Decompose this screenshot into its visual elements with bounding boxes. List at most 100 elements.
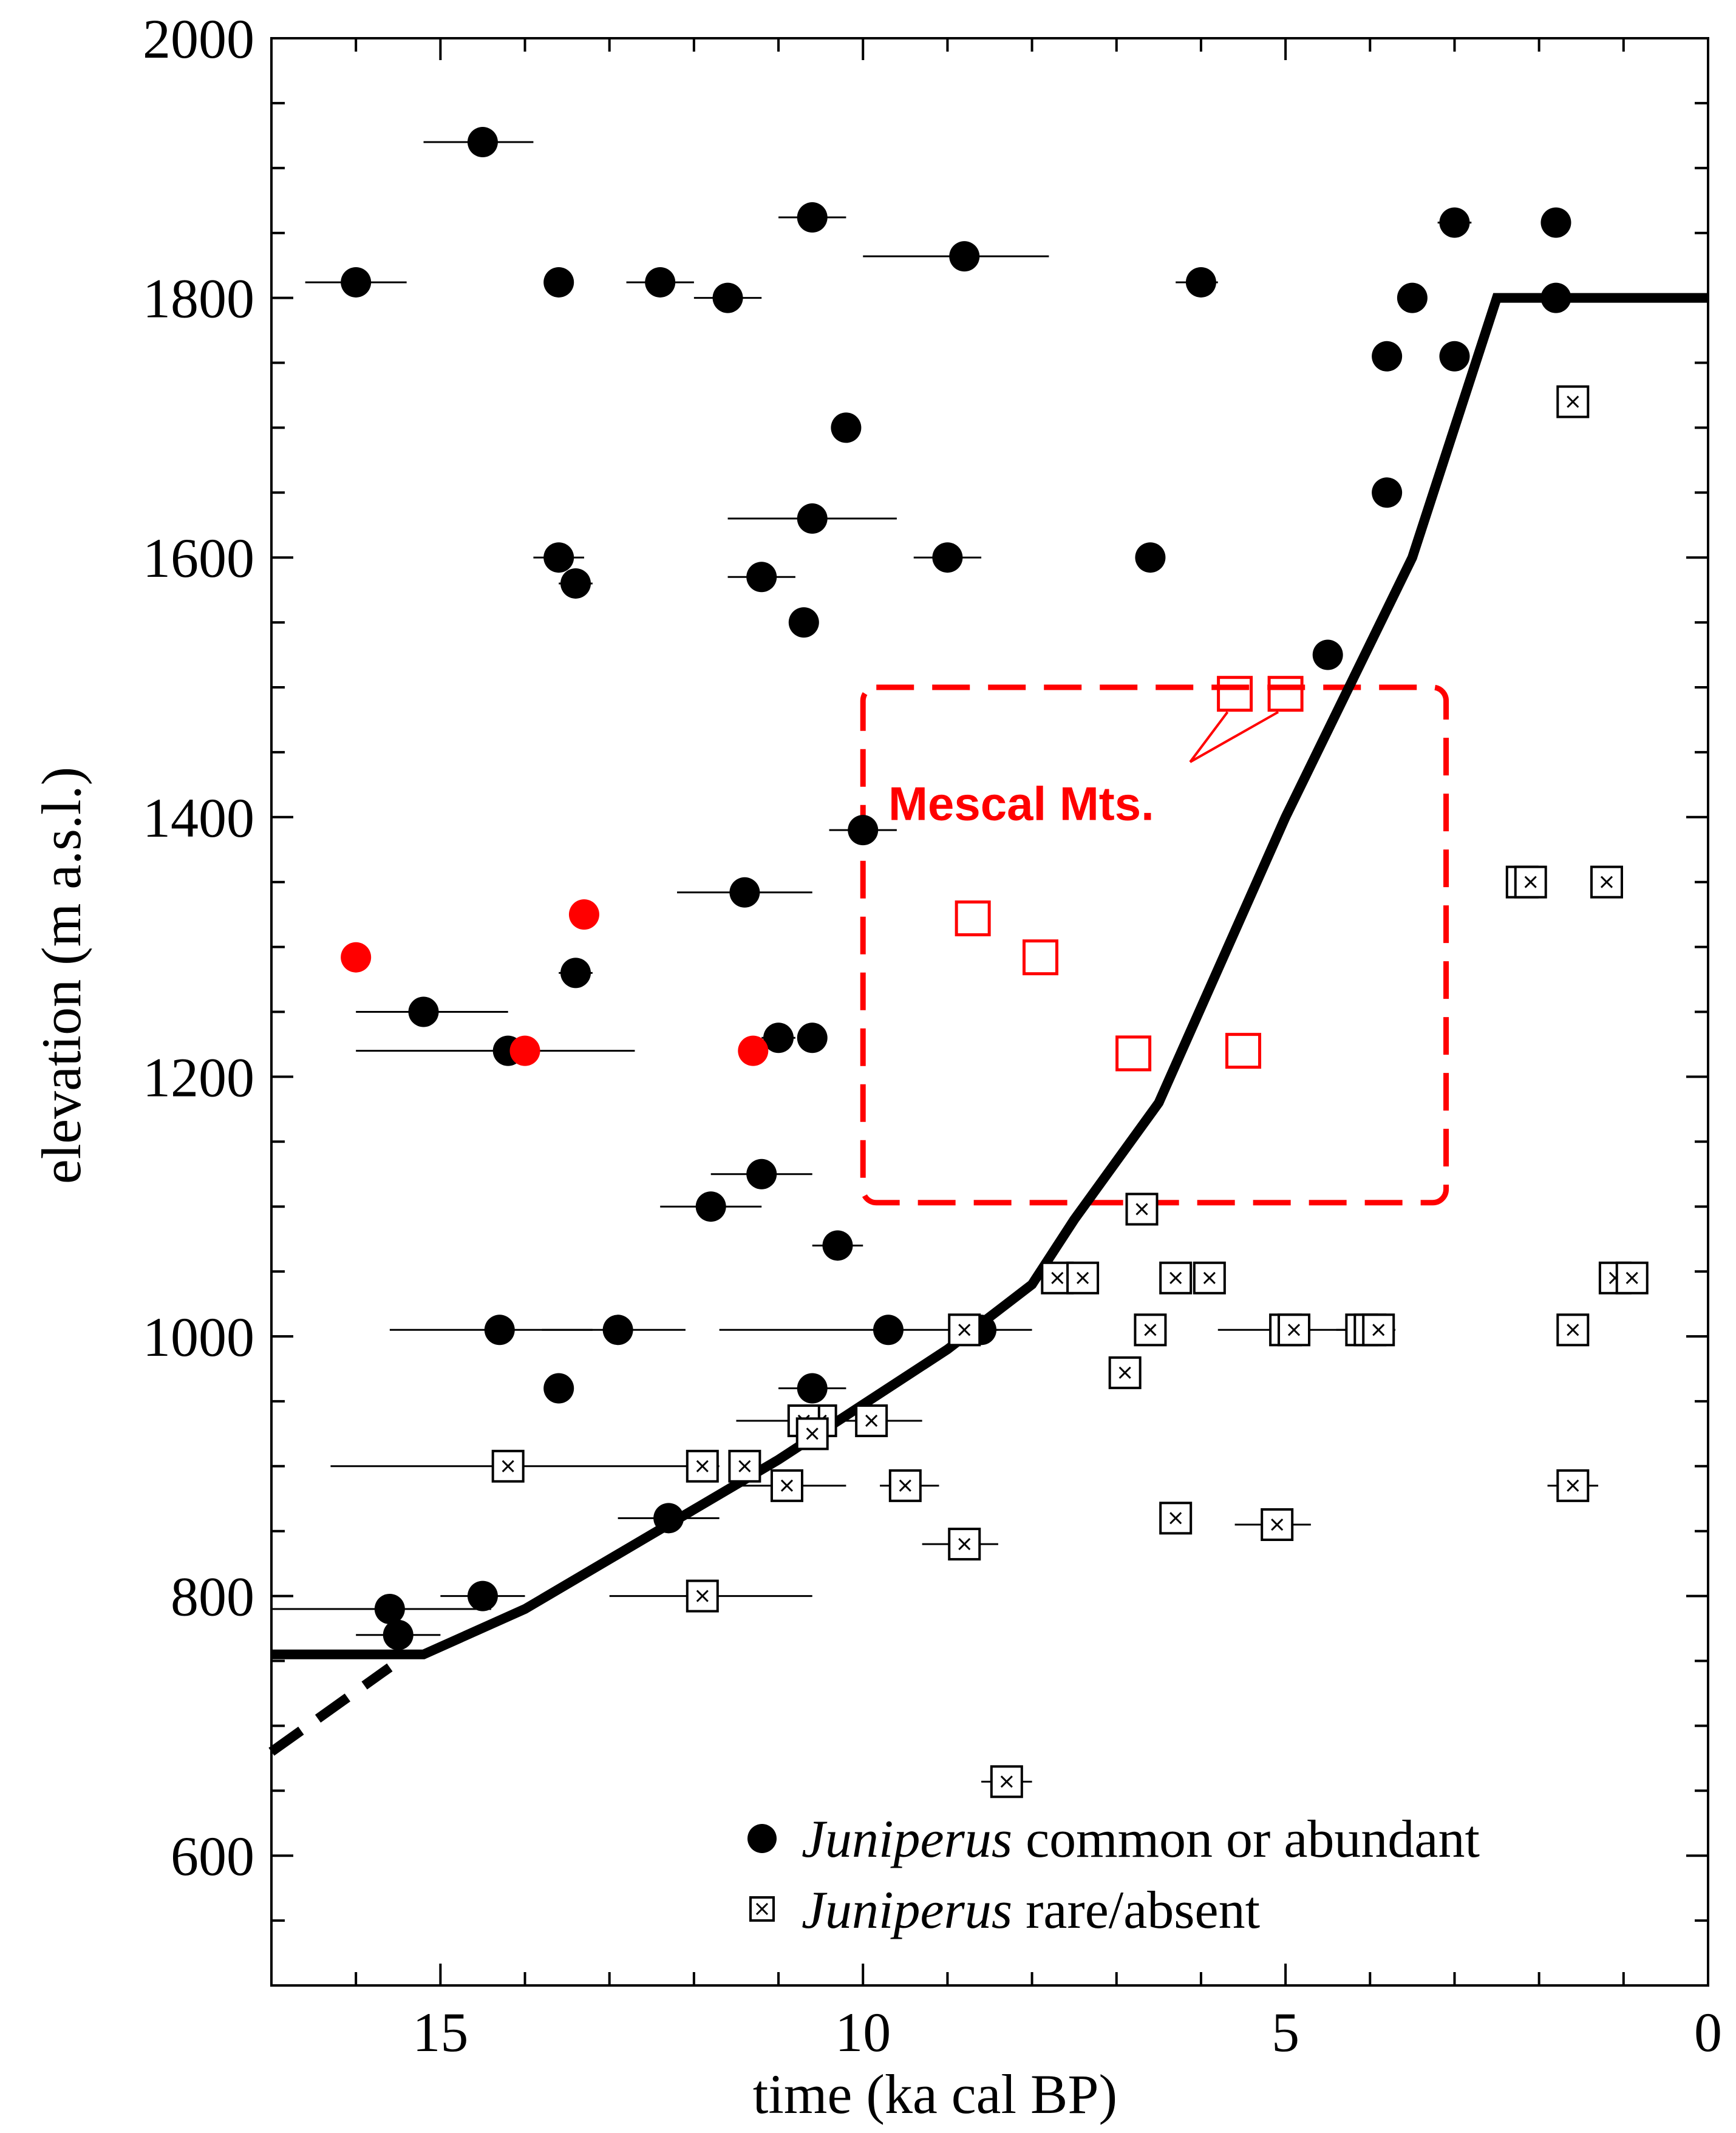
circle-point (746, 562, 777, 593)
legend-genus: Juniperus (802, 1881, 1012, 1940)
cross-stroke (1144, 1324, 1157, 1336)
circle-point (1439, 341, 1470, 372)
red-square-point (1023, 939, 1059, 976)
crossed-square-point (888, 1469, 922, 1502)
cross-stroke (1051, 1271, 1064, 1284)
circle-point (1372, 341, 1403, 372)
labels-layer: Mescal Mts. (888, 710, 1279, 830)
cross-stroke (1567, 395, 1579, 408)
red-circle-point (568, 899, 599, 930)
crossed-square-point (770, 1469, 803, 1502)
crossed-square-point (1108, 1356, 1142, 1389)
cross-stroke (1625, 1271, 1638, 1284)
crossed-square-point (855, 1404, 888, 1437)
crossed-square-point (1590, 865, 1623, 899)
circle-point (467, 127, 498, 158)
legend-cross-stroke (755, 1902, 769, 1916)
circle-point (873, 1315, 904, 1345)
cross-stroke (696, 1590, 709, 1602)
cross-stroke (1600, 876, 1613, 888)
y-tick-label: 600 (171, 1825, 254, 1887)
red-square-point (955, 900, 991, 937)
crossed-square-point (686, 1579, 719, 1613)
cross-stroke (1567, 1479, 1579, 1492)
cross-stroke (1169, 1271, 1182, 1284)
y-tick-label: 1200 (143, 1046, 254, 1108)
circle-point (729, 877, 760, 908)
y-tick-label: 1000 (143, 1306, 254, 1368)
cross-stroke (1169, 1512, 1182, 1525)
cross-stroke (899, 1479, 911, 1492)
square-marker (728, 1449, 761, 1483)
crossed-square-point (795, 1417, 829, 1451)
x-tick-label: 5 (1271, 2001, 1299, 2063)
circle-point (746, 1158, 777, 1189)
legend-label: Juniperus rare/absent (802, 1881, 1260, 1940)
crossed-square-point (1066, 1261, 1100, 1294)
cross-stroke (1135, 1203, 1148, 1216)
legend-description: common or abundant (1012, 1810, 1480, 1869)
limit-line-dashed (268, 1663, 393, 1756)
circle-point (788, 607, 819, 638)
crossed-square-point (686, 1449, 719, 1483)
y-axis-title: elevation (m a.s.l.) (30, 767, 92, 1184)
crossed-square-point (948, 1313, 981, 1347)
x-axis-title: time (ka cal BP) (753, 2063, 1117, 2125)
legend-label: Juniperus common or abundant (802, 1810, 1480, 1869)
circle-point (1540, 282, 1571, 313)
points-layer (341, 127, 1649, 1798)
cross-stroke (1118, 1366, 1131, 1379)
crossed-square-point (1125, 1192, 1159, 1226)
cross-stroke (780, 1479, 794, 1492)
legend-description: rare/absent (1012, 1881, 1260, 1940)
cross-stroke (1372, 1324, 1385, 1336)
circle-point (797, 1373, 828, 1404)
crossed-square-point (1193, 1261, 1226, 1294)
axes-layer: 600 800 1000 1200 1400 1600 1800 2000 15 10 5 0 time… (30, 8, 1722, 2125)
circle-point (848, 815, 879, 846)
circle-point (763, 1022, 794, 1053)
red-circle-point (341, 942, 372, 973)
square-marker (1193, 1261, 1226, 1294)
mescal-pointer-line (1189, 711, 1229, 763)
circle-point (1185, 267, 1216, 298)
cross-stroke (1077, 1271, 1089, 1284)
circle-point (383, 1619, 414, 1650)
cross-stroke (865, 1414, 878, 1427)
red-square-point (1267, 676, 1304, 712)
circle-point (467, 1580, 498, 1611)
circle-point (1135, 542, 1166, 573)
circle-point (543, 542, 574, 573)
x-tick-label: 0 (1694, 2001, 1722, 2063)
legend: Juniperus common or abundant Juniperus ra… (747, 1810, 1480, 1940)
circle-point (1439, 207, 1470, 238)
crossed-square-point (491, 1449, 525, 1483)
circle-point (560, 958, 591, 988)
circle-point (484, 1315, 515, 1345)
crossed-square-point (728, 1449, 761, 1483)
cross-stroke (806, 1427, 819, 1440)
crossed-square-point (1159, 1502, 1193, 1535)
crossed-square-point (1556, 1313, 1590, 1347)
circle-point (1397, 282, 1428, 313)
y-tick-label: 1400 (143, 787, 254, 849)
cross-stroke (1287, 1324, 1301, 1336)
limit-line (271, 293, 1708, 1659)
circle-point (543, 1373, 574, 1404)
circle-point (1372, 477, 1403, 508)
circle-point (560, 568, 591, 599)
circle-point (822, 1230, 853, 1261)
cross-stroke (1271, 1518, 1284, 1531)
red-square-point (1225, 1033, 1262, 1069)
y-tick-label: 1600 (143, 527, 254, 589)
cross-stroke (958, 1324, 971, 1336)
mescal-region-box (860, 684, 1449, 1206)
circle-point (797, 1022, 828, 1053)
circle-point (797, 503, 828, 534)
x-tick-label: 10 (835, 2001, 891, 2063)
circle-point (797, 202, 828, 233)
circle-point (543, 267, 574, 298)
mescal-pointer-line (1190, 710, 1279, 763)
cross-stroke (738, 1460, 751, 1472)
